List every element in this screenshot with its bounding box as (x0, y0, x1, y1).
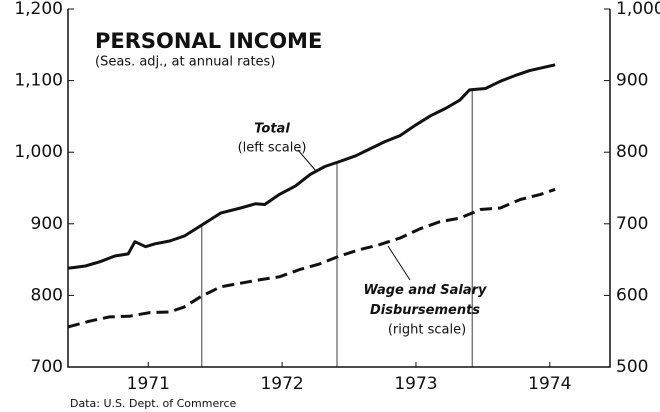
x-tick-label: 1974 (528, 374, 571, 394)
y-tick-label: 700 (31, 357, 63, 377)
leader-line (387, 245, 411, 281)
leader-line (297, 149, 317, 172)
series-label: Total (254, 122, 290, 137)
x-tick-label: 1972 (260, 374, 303, 394)
y-tick-label: 1,100 (14, 71, 63, 91)
series-note: (left scale) (238, 141, 307, 156)
y2-tick-label: 1,000 (616, 0, 660, 19)
y-tick-label: 900 (31, 214, 63, 234)
series-note: (right scale) (388, 323, 466, 338)
y2-tick-label: 500 (616, 357, 648, 377)
y2-tick-label: 600 (616, 285, 648, 305)
y2-tick-label: 700 (616, 214, 648, 234)
y-tick-label: 1,000 (14, 142, 63, 162)
series-line (67, 63, 556, 270)
chart-subtitle: (Seas. adj., at annual rates) (95, 55, 275, 70)
x-tick-label: 1971 (127, 374, 170, 394)
series-label: Wage and Salary Disbursements (364, 283, 488, 318)
y2-tick-label: 900 (616, 71, 648, 91)
y2-tick-label: 800 (616, 142, 648, 162)
series-line (67, 187, 556, 329)
axis-frame (67, 9, 611, 368)
source-note: Data: U.S. Dept. of Commerce (70, 397, 237, 410)
chart-title: PERSONAL INCOME (95, 29, 322, 53)
x-tick-label: 1973 (394, 374, 437, 394)
y-tick-label: 800 (31, 285, 63, 305)
y-tick-label: 1,200 (14, 0, 63, 19)
